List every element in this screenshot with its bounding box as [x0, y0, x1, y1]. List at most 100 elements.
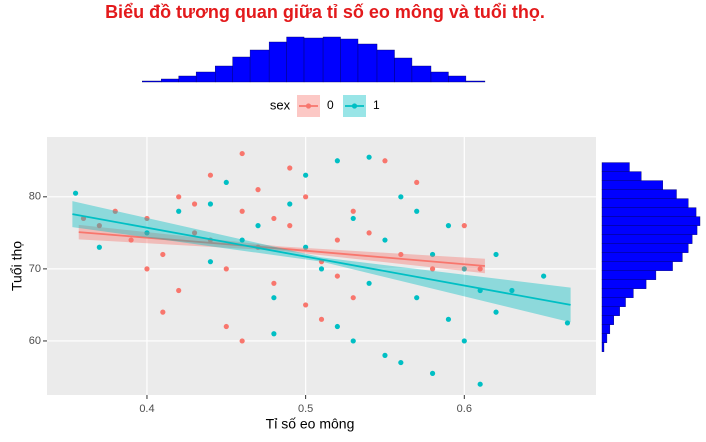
scatter-point: [96, 244, 102, 250]
histogram-bar: [601, 315, 614, 325]
scatter-point: [318, 316, 325, 322]
histogram-bar: [601, 234, 693, 244]
histogram-bar: [430, 71, 449, 83]
y-tick-label: 80: [29, 191, 41, 203]
histogram-bar: [601, 180, 663, 190]
confidence-band: [72, 201, 571, 323]
histogram-bar: [142, 80, 162, 83]
scatter-point: [303, 302, 309, 308]
scatter-point: [223, 266, 229, 272]
scatter-point: [564, 320, 571, 326]
histogram-bar: [601, 225, 698, 235]
scatter-point: [429, 251, 436, 258]
scatter-point: [541, 273, 547, 279]
histogram-bar: [601, 324, 611, 334]
scatter-point: [493, 251, 499, 258]
histogram-bar: [601, 252, 683, 262]
scatter-point: [271, 295, 277, 301]
scatter-point: [350, 338, 356, 344]
histogram-bar: [601, 207, 697, 217]
scatter-point: [144, 230, 150, 236]
scatter-point: [223, 323, 229, 330]
histogram-bar: [601, 297, 626, 307]
histogram-bar: [195, 71, 216, 83]
histogram-bar: [601, 189, 677, 199]
scatter-point: [398, 194, 404, 200]
scatter-point: [493, 309, 499, 315]
x-tick-label: 0.5: [298, 403, 313, 415]
scatter-point: [350, 215, 356, 222]
histogram-bar: [394, 57, 413, 83]
scatter-point: [398, 359, 404, 366]
histogram-bar: [303, 37, 324, 83]
histogram-bar: [601, 243, 689, 253]
scatter-point: [239, 208, 245, 214]
scatter-point: [414, 179, 420, 186]
scatter-point: [191, 230, 198, 236]
fit-line: [72, 213, 571, 306]
scatter-point: [239, 338, 245, 344]
scatter-point: [271, 215, 277, 222]
scatter-point: [72, 190, 79, 196]
y-axis-label: Tuổi thọ: [9, 241, 25, 291]
scatter-point: [239, 237, 245, 243]
histogram-bar: [601, 171, 642, 181]
scatter-point: [382, 352, 388, 358]
scatter-point: [382, 158, 388, 164]
scatter-point: [255, 187, 261, 193]
scatter-point: [429, 266, 436, 272]
y-tick-label: 70: [29, 263, 41, 275]
scatter-point: [334, 323, 340, 330]
scatter-point: [334, 237, 340, 243]
scatter-point: [207, 201, 214, 207]
histogram-bar: [214, 65, 233, 83]
histogram-bar: [601, 333, 608, 343]
scatter-point: [445, 316, 452, 322]
scatter-point: [176, 194, 182, 200]
histogram-bar: [448, 75, 467, 83]
scatter-point: [445, 223, 452, 229]
scatter-point: [366, 154, 372, 160]
scatter-point: [382, 237, 388, 243]
scatter-point: [239, 150, 245, 157]
scatter-point: [176, 208, 182, 214]
scatter-point: [429, 370, 436, 376]
histogram-bar: [322, 36, 341, 83]
legend-key-dot: [305, 103, 312, 109]
histogram-bar: [465, 80, 486, 83]
scatter-point: [112, 208, 118, 214]
histogram-bar: [178, 75, 197, 83]
scatter-point: [398, 251, 404, 258]
histogram-bar: [161, 78, 179, 83]
fit-line: [78, 231, 486, 267]
y-tick-label: 60: [29, 335, 41, 347]
histogram-bar: [357, 43, 378, 83]
legend-label: 0: [327, 98, 334, 112]
histogram-bar: [601, 261, 673, 271]
scatter-point: [350, 295, 356, 301]
scatter-point: [303, 194, 309, 200]
histogram-bar: [601, 288, 634, 298]
scatter-point: [160, 251, 166, 258]
histogram-bar: [601, 216, 701, 226]
scatter-point: [477, 266, 483, 272]
scatter-point: [334, 158, 340, 164]
histogram-bar: [601, 270, 657, 280]
scatter-point: [461, 266, 467, 272]
scatter-point: [366, 230, 372, 236]
histogram-bar: [286, 36, 305, 83]
scatter-point: [128, 237, 134, 243]
scatter-point: [144, 266, 150, 272]
scatter-point: [414, 295, 420, 301]
histogram-bar: [249, 49, 270, 83]
scatter-point: [176, 287, 182, 294]
scatter-point: [271, 331, 277, 337]
histogram-bar: [601, 198, 689, 208]
scatter-point: [287, 223, 293, 229]
scatter-point: [160, 309, 166, 315]
panel-background: [47, 137, 596, 395]
histogram-bar: [601, 162, 630, 172]
scatter-point: [96, 223, 102, 229]
